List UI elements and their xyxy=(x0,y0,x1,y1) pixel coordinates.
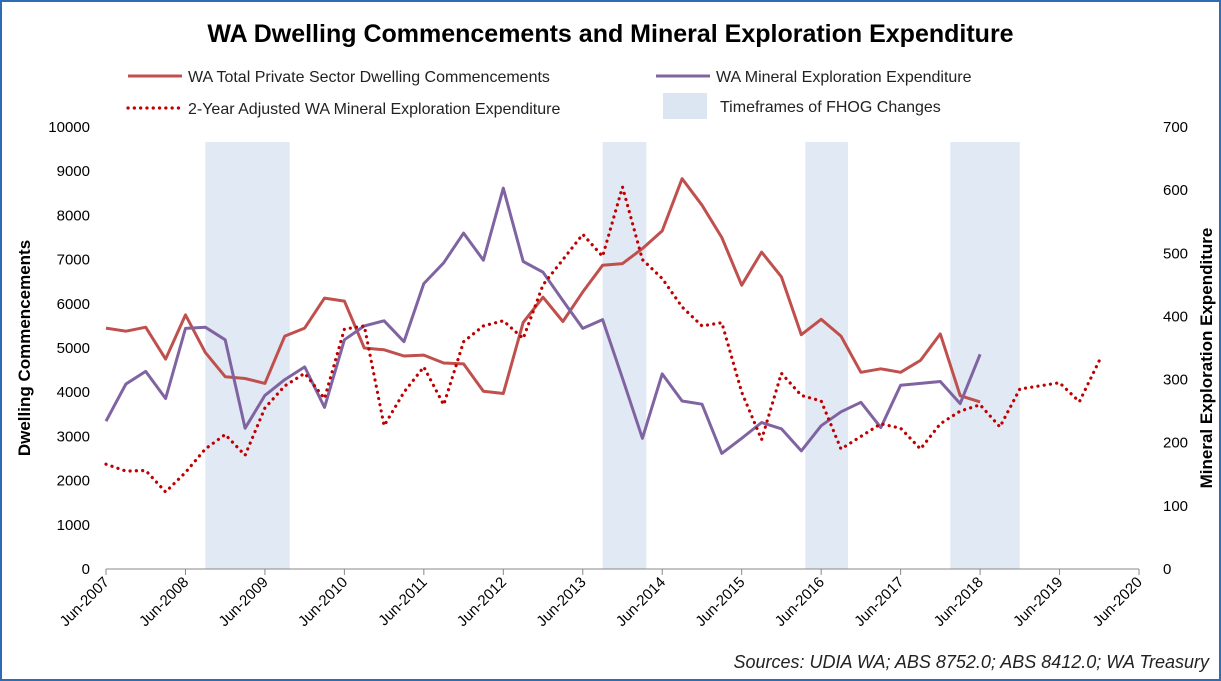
y-right-tick-label: 100 xyxy=(1163,498,1188,515)
fhog-band-4 xyxy=(950,142,1020,569)
y-left-tick-label: 3000 xyxy=(57,428,90,445)
y-right-tick-label: 300 xyxy=(1163,372,1188,389)
legend-label-fhog: Timeframes of FHOG Changes xyxy=(720,99,941,116)
x-tick-label: Jun-2019 xyxy=(1010,574,1066,630)
x-tick-label: Jun-2007 xyxy=(57,574,113,630)
y-left-tick-label: 7000 xyxy=(57,252,90,269)
fhog-band-3 xyxy=(805,142,848,569)
y-right-tick-label: 600 xyxy=(1163,182,1188,199)
y-right-tick-label: 700 xyxy=(1163,119,1188,136)
y-left-tick-label: 1000 xyxy=(57,517,90,534)
y-left-tick-label: 4000 xyxy=(57,384,90,401)
y-left-tick-label: 8000 xyxy=(57,207,90,224)
y-left-tick-label: 10000 xyxy=(48,119,90,136)
y-right-tick-label: 400 xyxy=(1163,308,1188,325)
x-tick-label: Jun-2013 xyxy=(533,574,589,630)
x-tick-label: Jun-2008 xyxy=(136,574,192,630)
x-tick-label: Jun-2010 xyxy=(295,574,351,630)
source-note: Sources: UDIA WA; ABS 8752.0; ABS 8412.0… xyxy=(733,652,1209,672)
legend-label-adjusted: 2-Year Adjusted WA Mineral Exploration E… xyxy=(188,101,560,118)
series-line-2 xyxy=(104,186,982,455)
x-tick-label: Jun-2015 xyxy=(692,574,748,630)
series-line-3 xyxy=(104,185,1101,494)
x-tick-label: Jun-2018 xyxy=(931,574,987,630)
y-left-tick-label: 0 xyxy=(82,561,90,578)
y-left-axis-title: Dwelling Commencements xyxy=(15,240,34,456)
x-tick-label: Jun-2014 xyxy=(613,574,669,630)
x-tick-label: Jun-2020 xyxy=(1090,574,1146,630)
y-right-tick-label: 0 xyxy=(1163,561,1171,578)
y-left-tick-label: 5000 xyxy=(57,340,90,357)
y-right-axis-title: Mineral Exploration Expenditure xyxy=(1197,228,1216,489)
chart-title: WA Dwelling Commencements and Mineral Ex… xyxy=(207,20,1014,48)
fhog-band-2 xyxy=(602,142,647,569)
y-left-tick-label: 9000 xyxy=(57,163,90,180)
y-right-tick-label: 500 xyxy=(1163,245,1188,262)
x-tick-label: Jun-2016 xyxy=(772,574,828,630)
legend-label-exploration: WA Mineral Exploration Expenditure xyxy=(716,69,972,86)
series-line-1 xyxy=(105,177,981,404)
legend-swatch-fhog xyxy=(663,93,707,119)
y-right-tick-label: 200 xyxy=(1163,435,1188,452)
x-tick-label: Jun-2011 xyxy=(375,574,430,629)
y-left-tick-label: 6000 xyxy=(57,296,90,313)
x-tick-label: Jun-2009 xyxy=(215,574,271,630)
legend-label-dwelling: WA Total Private Sector Dwelling Commenc… xyxy=(188,69,550,86)
x-tick-label: Jun-2012 xyxy=(454,574,510,630)
x-tick-label: Jun-2017 xyxy=(851,574,907,630)
y-left-tick-label: 2000 xyxy=(57,473,90,490)
